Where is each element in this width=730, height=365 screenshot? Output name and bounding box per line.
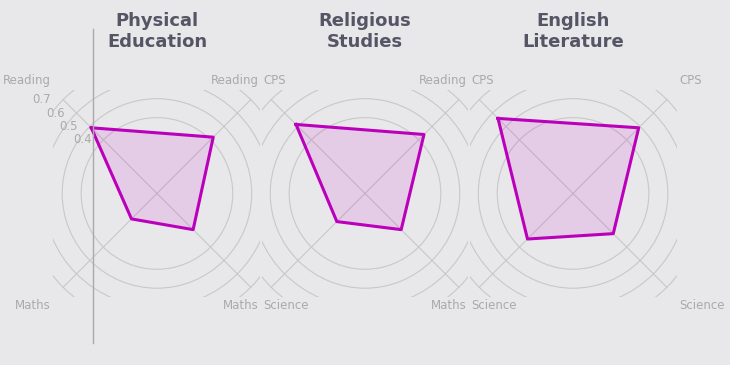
Text: Maths: Maths — [223, 299, 259, 312]
Text: Science: Science — [471, 299, 517, 312]
Text: Physical
Education: Physical Education — [107, 12, 207, 51]
Text: Science: Science — [263, 299, 309, 312]
Text: 0.6: 0.6 — [46, 107, 64, 120]
Text: 0.7: 0.7 — [33, 93, 51, 106]
Text: Science: Science — [679, 299, 725, 312]
Text: CPS: CPS — [471, 74, 493, 88]
Text: Reading: Reading — [211, 74, 259, 88]
Text: 0.5: 0.5 — [60, 120, 78, 133]
Text: Religious
Studies: Religious Studies — [318, 12, 412, 51]
Polygon shape — [91, 128, 213, 230]
Text: Maths: Maths — [431, 299, 467, 312]
Text: CPS: CPS — [263, 74, 285, 88]
Text: English
Literature: English Literature — [522, 12, 624, 51]
Text: Reading: Reading — [419, 74, 467, 88]
Polygon shape — [498, 118, 639, 239]
Text: Reading: Reading — [3, 74, 51, 88]
Text: CPS: CPS — [679, 74, 702, 88]
Text: 0.4: 0.4 — [73, 133, 91, 146]
Polygon shape — [296, 124, 424, 230]
Text: Maths: Maths — [15, 299, 51, 312]
